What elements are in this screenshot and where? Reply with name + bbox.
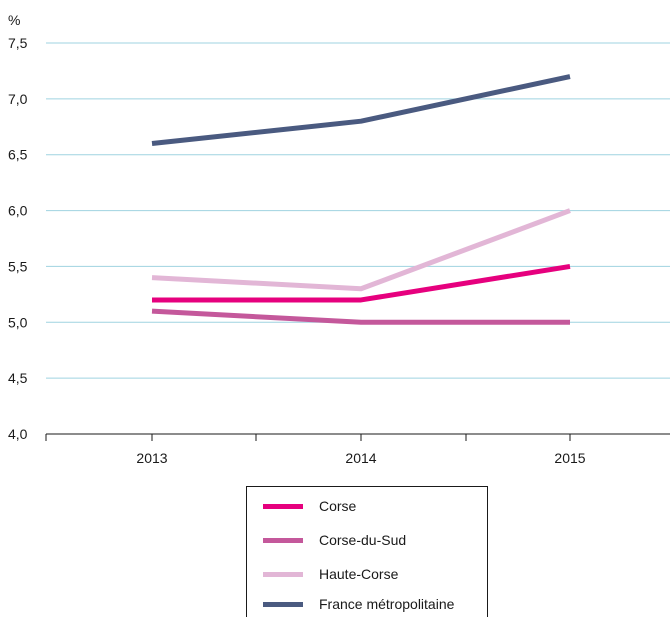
y-tick-label: 5,0 [8, 314, 28, 330]
y-axis-unit-label: % [8, 12, 20, 28]
legend-swatch [263, 537, 303, 543]
series-lines [151, 74, 571, 325]
y-tick-label: 4,0 [8, 426, 28, 442]
legend-label: Haute-Corse [319, 566, 399, 582]
x-tick-label: 2014 [345, 450, 376, 466]
x-axis: 2013 2014 2015 [45, 434, 586, 466]
legend-label: Corse-du-Sud [319, 532, 407, 548]
series-line-corse [152, 263, 571, 303]
legend-label: France métropolitaine [319, 596, 455, 612]
legend: Corse Corse-du-Sud Haute-Corse France mé… [246, 486, 488, 617]
y-axis-ticks: 4,0 4,5 5,0 5,5 6,0 6,5 7,0 7,5 [8, 35, 28, 442]
legend-item-haute-corse: Haute-Corse [263, 563, 398, 585]
x-tick-label: 2015 [554, 450, 585, 466]
series-line-france-m-tropolitaine [151, 74, 571, 147]
y-tick-label: 7,0 [8, 91, 28, 107]
legend-swatch [263, 503, 303, 509]
series-line-corse-du-sud [151, 308, 570, 325]
legend-label: Corse [319, 498, 357, 514]
series-line-haute-corse [151, 208, 571, 292]
x-tick-label: 2013 [136, 450, 167, 466]
gridlines [46, 42, 670, 435]
y-tick-label: 4,5 [8, 370, 28, 386]
legend-item-corse: Corse [263, 495, 356, 517]
legend-item-france-metropolitaine: France métropolitaine [263, 593, 454, 615]
y-tick-label: 7,5 [8, 35, 28, 51]
legend-item-corse-du-sud: Corse-du-Sud [263, 529, 406, 551]
legend-swatch [263, 601, 303, 607]
y-tick-label: 6,0 [8, 203, 28, 219]
y-tick-label: 6,5 [8, 147, 28, 163]
y-tick-label: 5,5 [8, 258, 28, 274]
legend-swatch [263, 571, 303, 577]
line-chart: % 4,0 4,5 5,0 5,5 6,0 6,5 7,0 7,5 2013 2014 2015 [8, 12, 670, 466]
